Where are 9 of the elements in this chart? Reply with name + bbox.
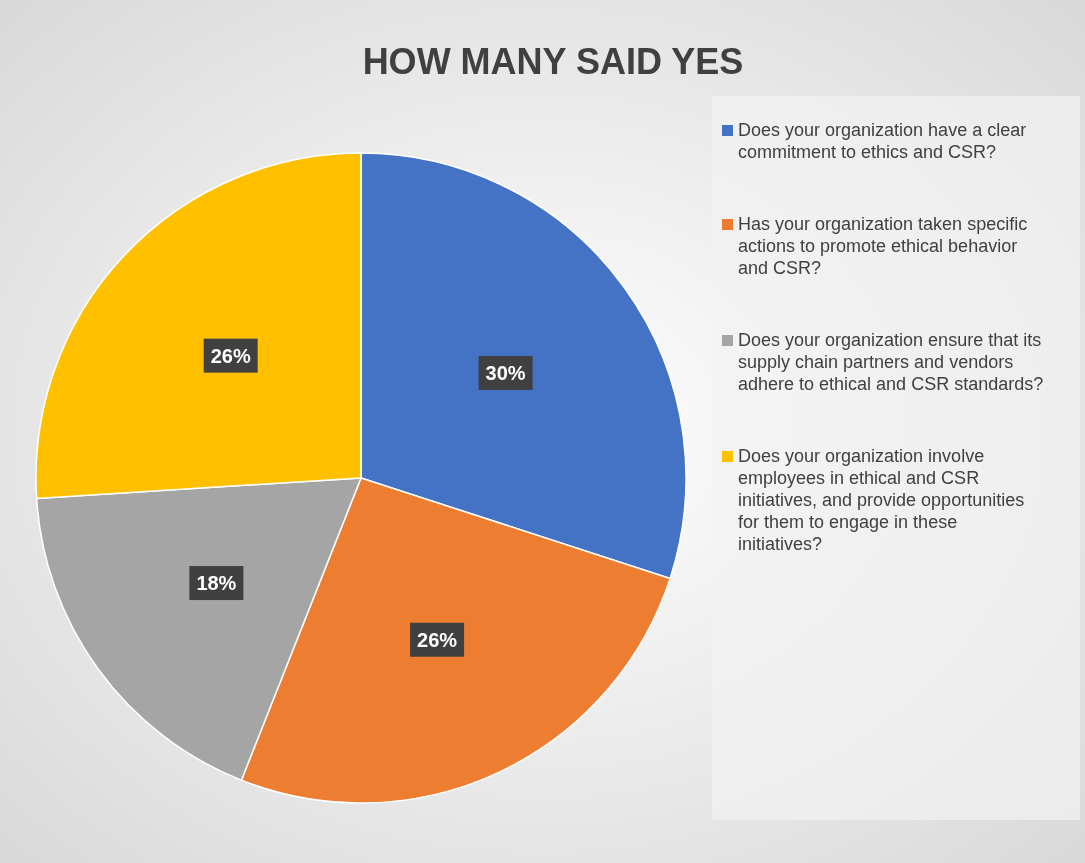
data-label: 26% <box>417 628 458 651</box>
legend-label: Has your organization taken specific actions to promote ethical behavior and CSR? <box>738 214 1028 278</box>
data-label: 30% <box>485 361 526 384</box>
legend-label: Does your organization ensure that its supply chain partners and vendors adhere to ethical and CSR standards? <box>738 330 1044 394</box>
data-label: 18% <box>196 572 237 595</box>
legend-label: Does your organization involve employees in ethical and CSR initiatives, and provide opportunities for them to engage in these initiatives? <box>738 446 1025 554</box>
data-label: 26% <box>210 344 251 367</box>
chart-title: HOW MANY SAID YES <box>362 41 744 82</box>
slice-label: Does your organization have a clear commitment to ethics and CSR? <box>738 120 1027 162</box>
